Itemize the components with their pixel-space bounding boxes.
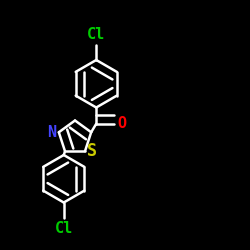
Text: Cl: Cl <box>87 27 106 42</box>
Text: O: O <box>118 116 127 131</box>
Text: N: N <box>47 125 56 140</box>
Text: Cl: Cl <box>55 221 73 236</box>
Text: S: S <box>88 142 98 160</box>
